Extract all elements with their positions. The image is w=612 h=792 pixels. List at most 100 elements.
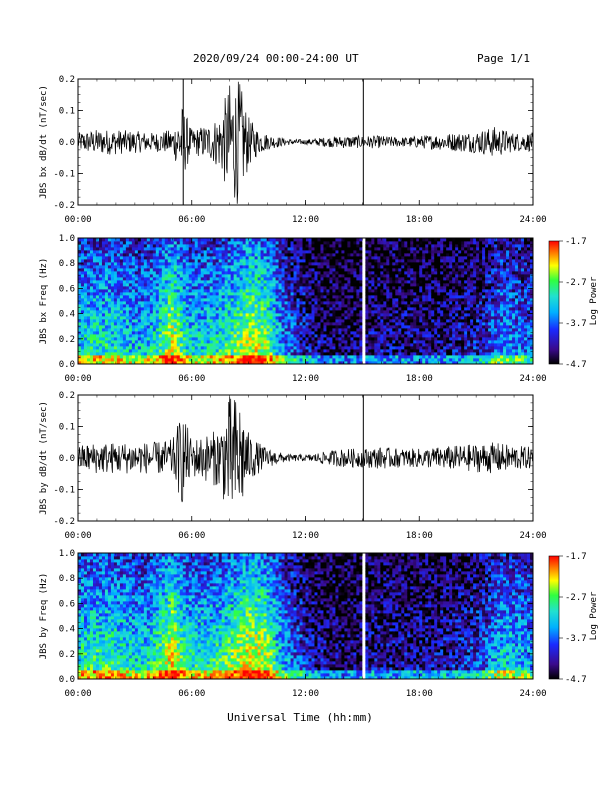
spectrogram-cell: [194, 268, 199, 272]
spectrogram-cell: [143, 358, 148, 362]
spectrogram-cell: [359, 295, 363, 299]
spectrogram-cell: [284, 358, 288, 362]
spectrogram-cell: [140, 256, 145, 260]
spectrogram-cell: [143, 334, 148, 338]
spectrogram-cell: [404, 244, 408, 248]
spectrogram-cell: [308, 337, 312, 341]
spectrogram-cell: [320, 289, 324, 293]
spectrogram-cell: [245, 355, 250, 359]
spectrogram-cell: [296, 259, 300, 263]
spectrogram-cell: [158, 349, 163, 353]
spectrogram-cell: [128, 349, 133, 353]
spectrogram-cell: [401, 262, 405, 266]
spectrogram-cell: [422, 355, 426, 359]
spectrogram-cell: [131, 283, 136, 287]
spectrogram-cell: [233, 256, 238, 260]
spectrogram-cell: [395, 253, 399, 257]
spectrogram-cell: [356, 358, 360, 362]
spectrogram-cell: [215, 358, 220, 362]
spectrogram-cell: [257, 358, 261, 362]
spectrogram-cell: [161, 334, 166, 338]
spectrogram-cell: [194, 265, 199, 269]
spectrogram-cell: [332, 325, 336, 329]
spectrogram-cell: [227, 358, 232, 362]
spectrogram-cell: [131, 277, 136, 281]
spectrogram-cell: [245, 346, 250, 350]
spectrogram-cell: [182, 337, 187, 341]
spectrogram-cell: [78, 346, 82, 350]
spectrogram-cell: [272, 250, 276, 254]
spectrogram-cell: [266, 280, 270, 284]
spectrogram-cell: [251, 355, 256, 359]
spectrogram-cell: [122, 322, 127, 326]
spectrogram-cell: [386, 253, 390, 257]
spectrogram-cell: [155, 325, 160, 329]
spectrogram-cell: [152, 250, 157, 254]
spectrogram-cell: [374, 361, 378, 365]
spectrogram-cell: [125, 265, 130, 269]
spectrogram-cell: [113, 322, 118, 326]
spectrogram-cell: [392, 337, 396, 341]
spectrogram-cell: [161, 274, 166, 278]
spectrogram-cell: [275, 238, 279, 242]
spectrogram-cell: [290, 316, 294, 320]
spectrogram-cell: [119, 289, 124, 293]
spectrogram-cell: [377, 349, 381, 353]
spectrogram-cell: [233, 319, 238, 323]
spectrogram-cell: [197, 262, 202, 266]
spectrogram-cell: [287, 334, 291, 338]
spectrogram-cell: [158, 301, 163, 305]
spectrogram-cell: [404, 343, 408, 347]
spectrogram-cell: [224, 331, 229, 335]
spectrogram-cell: [299, 241, 303, 245]
spectrogram-cell: [278, 340, 282, 344]
spectrogram-cell: [404, 265, 408, 269]
spectrogram-cell: [326, 301, 330, 305]
spectrogram-cell: [350, 244, 354, 248]
spectrogram-cell: [308, 343, 312, 347]
spectrogram-cell: [269, 274, 273, 278]
spectrogram-cell: [395, 289, 399, 293]
spectrogram-cell: [218, 250, 223, 254]
spectrogram-cell: [278, 310, 282, 314]
spectrogram-cell: [251, 241, 256, 245]
spectrogram-cell: [383, 331, 387, 335]
spectrogram-cell: [101, 346, 106, 350]
spectrogram-cell: [194, 253, 199, 257]
spectrogram-cell: [341, 289, 345, 293]
spectrogram-cell: [416, 355, 420, 359]
spectrogram-cell: [134, 343, 139, 347]
spectrogram-cell: [128, 256, 133, 260]
spectrogram-cell: [212, 301, 217, 305]
spectrogram-cell: [266, 343, 270, 347]
spectrogram-cell: [275, 271, 279, 275]
spectrogram-cell: [413, 301, 417, 305]
spectrogram-cell: [137, 286, 142, 290]
spectrogram-cell: [416, 283, 420, 287]
spectrogram-cell: [167, 256, 172, 260]
spectrogram-cell: [380, 352, 384, 356]
spectrogram-cell: [317, 289, 321, 293]
spectrogram-cell: [203, 337, 208, 341]
spectrogram-cell: [347, 247, 351, 251]
spectrogram-cell: [326, 325, 330, 329]
x-tick-label: 24:00: [519, 215, 546, 225]
spectrogram-cell: [224, 268, 229, 272]
spectrogram-cell: [230, 268, 235, 272]
spectrogram-cell: [344, 253, 348, 257]
spectrogram-cell: [353, 295, 357, 299]
spectrogram-cell: [338, 334, 342, 338]
spectrogram-cell: [227, 331, 232, 335]
spectrogram-cell: [224, 283, 229, 287]
spectrogram-cell: [401, 238, 405, 242]
spectrogram-cell: [122, 253, 127, 257]
spectrogram-cell: [317, 292, 321, 296]
spectrogram-cell: [281, 292, 285, 296]
spectrogram-cell: [284, 262, 288, 266]
spectrogram-cell: [239, 316, 244, 320]
spectrogram-cell: [323, 241, 327, 245]
spectrogram-cell: [257, 349, 261, 353]
spectrogram-cell: [326, 355, 330, 359]
spectrogram-cell: [263, 328, 267, 332]
spectrogram-cell: [167, 286, 172, 290]
